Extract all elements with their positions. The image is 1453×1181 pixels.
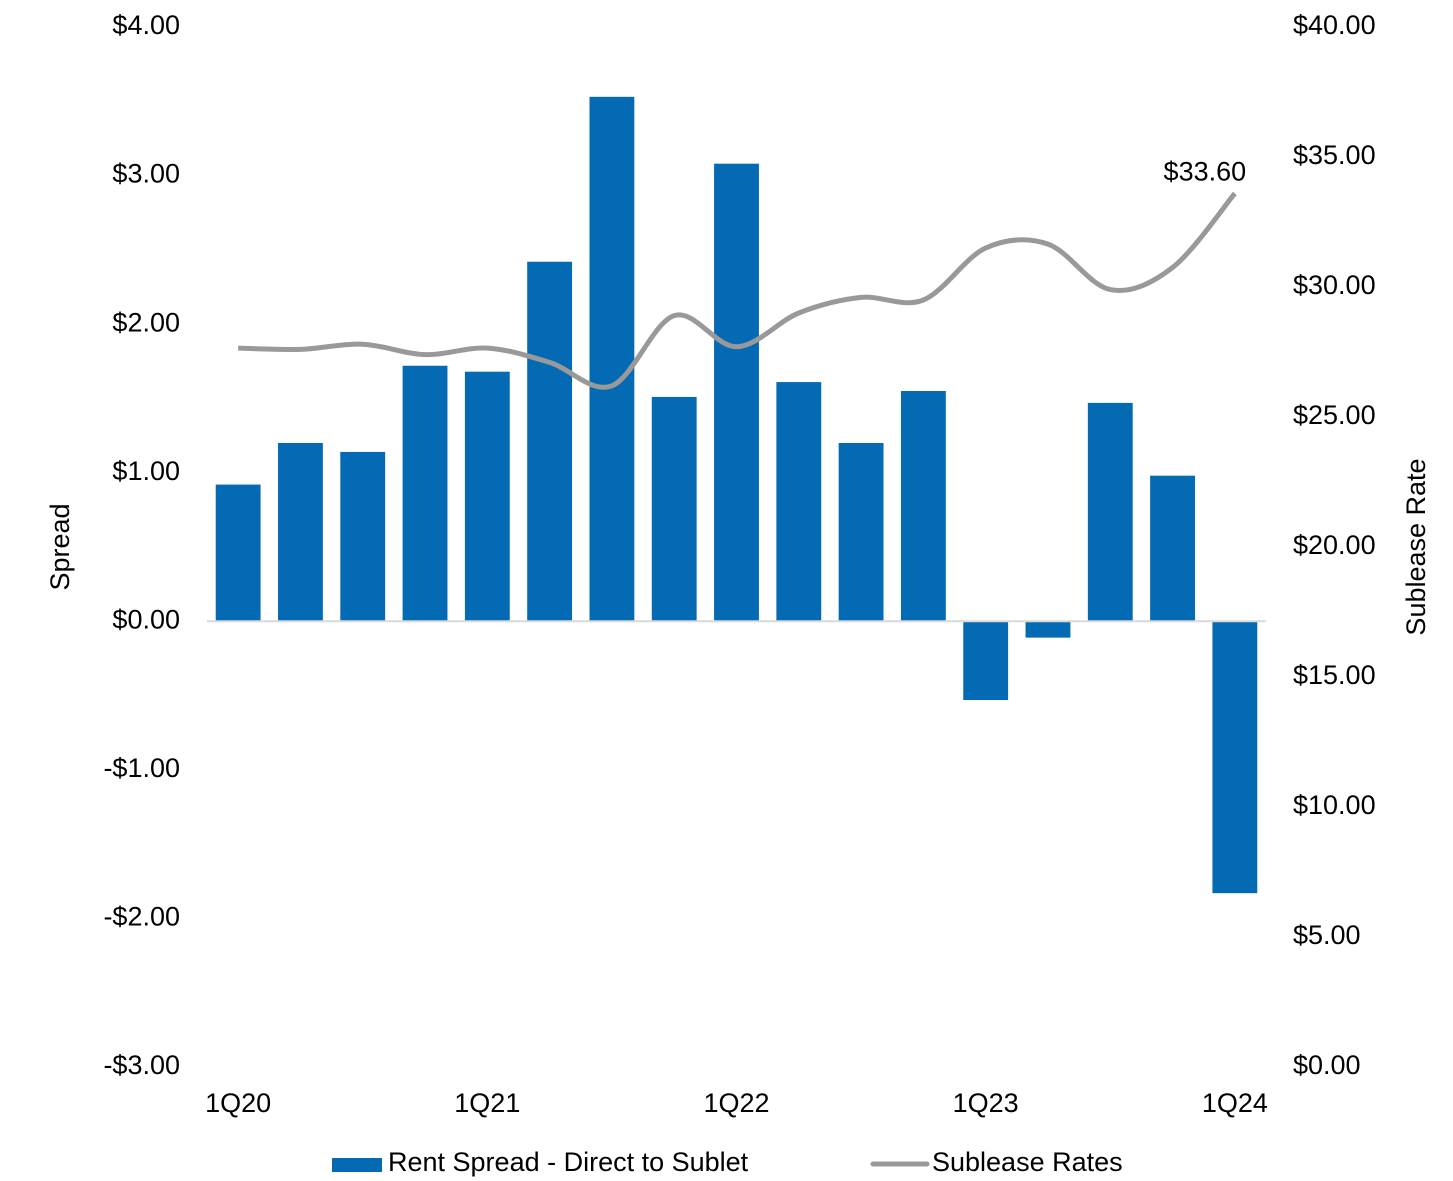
bar bbox=[402, 365, 448, 622]
y2-tick-label: $30.00 bbox=[1293, 270, 1376, 300]
bar bbox=[963, 621, 1009, 701]
y2-tick-label: $15.00 bbox=[1293, 660, 1376, 690]
y2-tick-label: $35.00 bbox=[1293, 140, 1376, 170]
bar bbox=[1087, 402, 1133, 622]
line bbox=[238, 191, 1237, 390]
bar bbox=[215, 484, 261, 622]
bar bbox=[900, 391, 946, 622]
y-tick-label: $3.00 bbox=[112, 159, 180, 189]
bar bbox=[464, 371, 510, 622]
x-tick-label: 1Q22 bbox=[703, 1088, 769, 1118]
y-axis-title: Spread bbox=[45, 503, 75, 590]
y-tick-label: $0.00 bbox=[112, 604, 180, 634]
y2-tick-label: $5.00 bbox=[1293, 920, 1361, 950]
legend-label: Rent Spread - Direct to Sublet bbox=[388, 1147, 749, 1177]
bar bbox=[527, 261, 573, 622]
y-tick-label: -$2.00 bbox=[103, 902, 180, 932]
x-tick-label: 1Q21 bbox=[454, 1088, 520, 1118]
bar bbox=[1025, 621, 1071, 638]
y-tick-label: $4.00 bbox=[112, 10, 180, 40]
x-tick-label: 1Q20 bbox=[205, 1088, 271, 1118]
bar bbox=[278, 443, 323, 622]
legend-swatch bbox=[332, 1158, 382, 1172]
bar bbox=[651, 396, 697, 622]
bar bbox=[714, 163, 759, 622]
bar bbox=[838, 443, 884, 622]
y2-tick-label: $10.00 bbox=[1293, 790, 1376, 820]
y-tick-label: -$3.00 bbox=[103, 1050, 180, 1080]
y2-tick-label: $20.00 bbox=[1293, 530, 1376, 560]
bar bbox=[340, 451, 386, 622]
y-tick-label: $2.00 bbox=[112, 307, 180, 337]
y2-tick-label: $25.00 bbox=[1293, 400, 1376, 430]
x-tick-label: 1Q24 bbox=[1202, 1088, 1268, 1118]
y-tick-label: -$1.00 bbox=[103, 753, 180, 783]
bar bbox=[1212, 621, 1258, 894]
y2-axis-title: Sublease Rate bbox=[1401, 458, 1431, 635]
bar bbox=[776, 382, 822, 622]
legend-label: Sublease Rates bbox=[932, 1147, 1123, 1177]
x-tick-label: 1Q23 bbox=[953, 1088, 1019, 1118]
y2-tick-label: $0.00 bbox=[1293, 1050, 1361, 1080]
y2-tick-label: $40.00 bbox=[1293, 10, 1376, 40]
data-label: $33.60 bbox=[1164, 157, 1247, 187]
bar bbox=[589, 96, 635, 622]
bar bbox=[1150, 475, 1195, 622]
y-tick-label: $1.00 bbox=[112, 456, 180, 486]
